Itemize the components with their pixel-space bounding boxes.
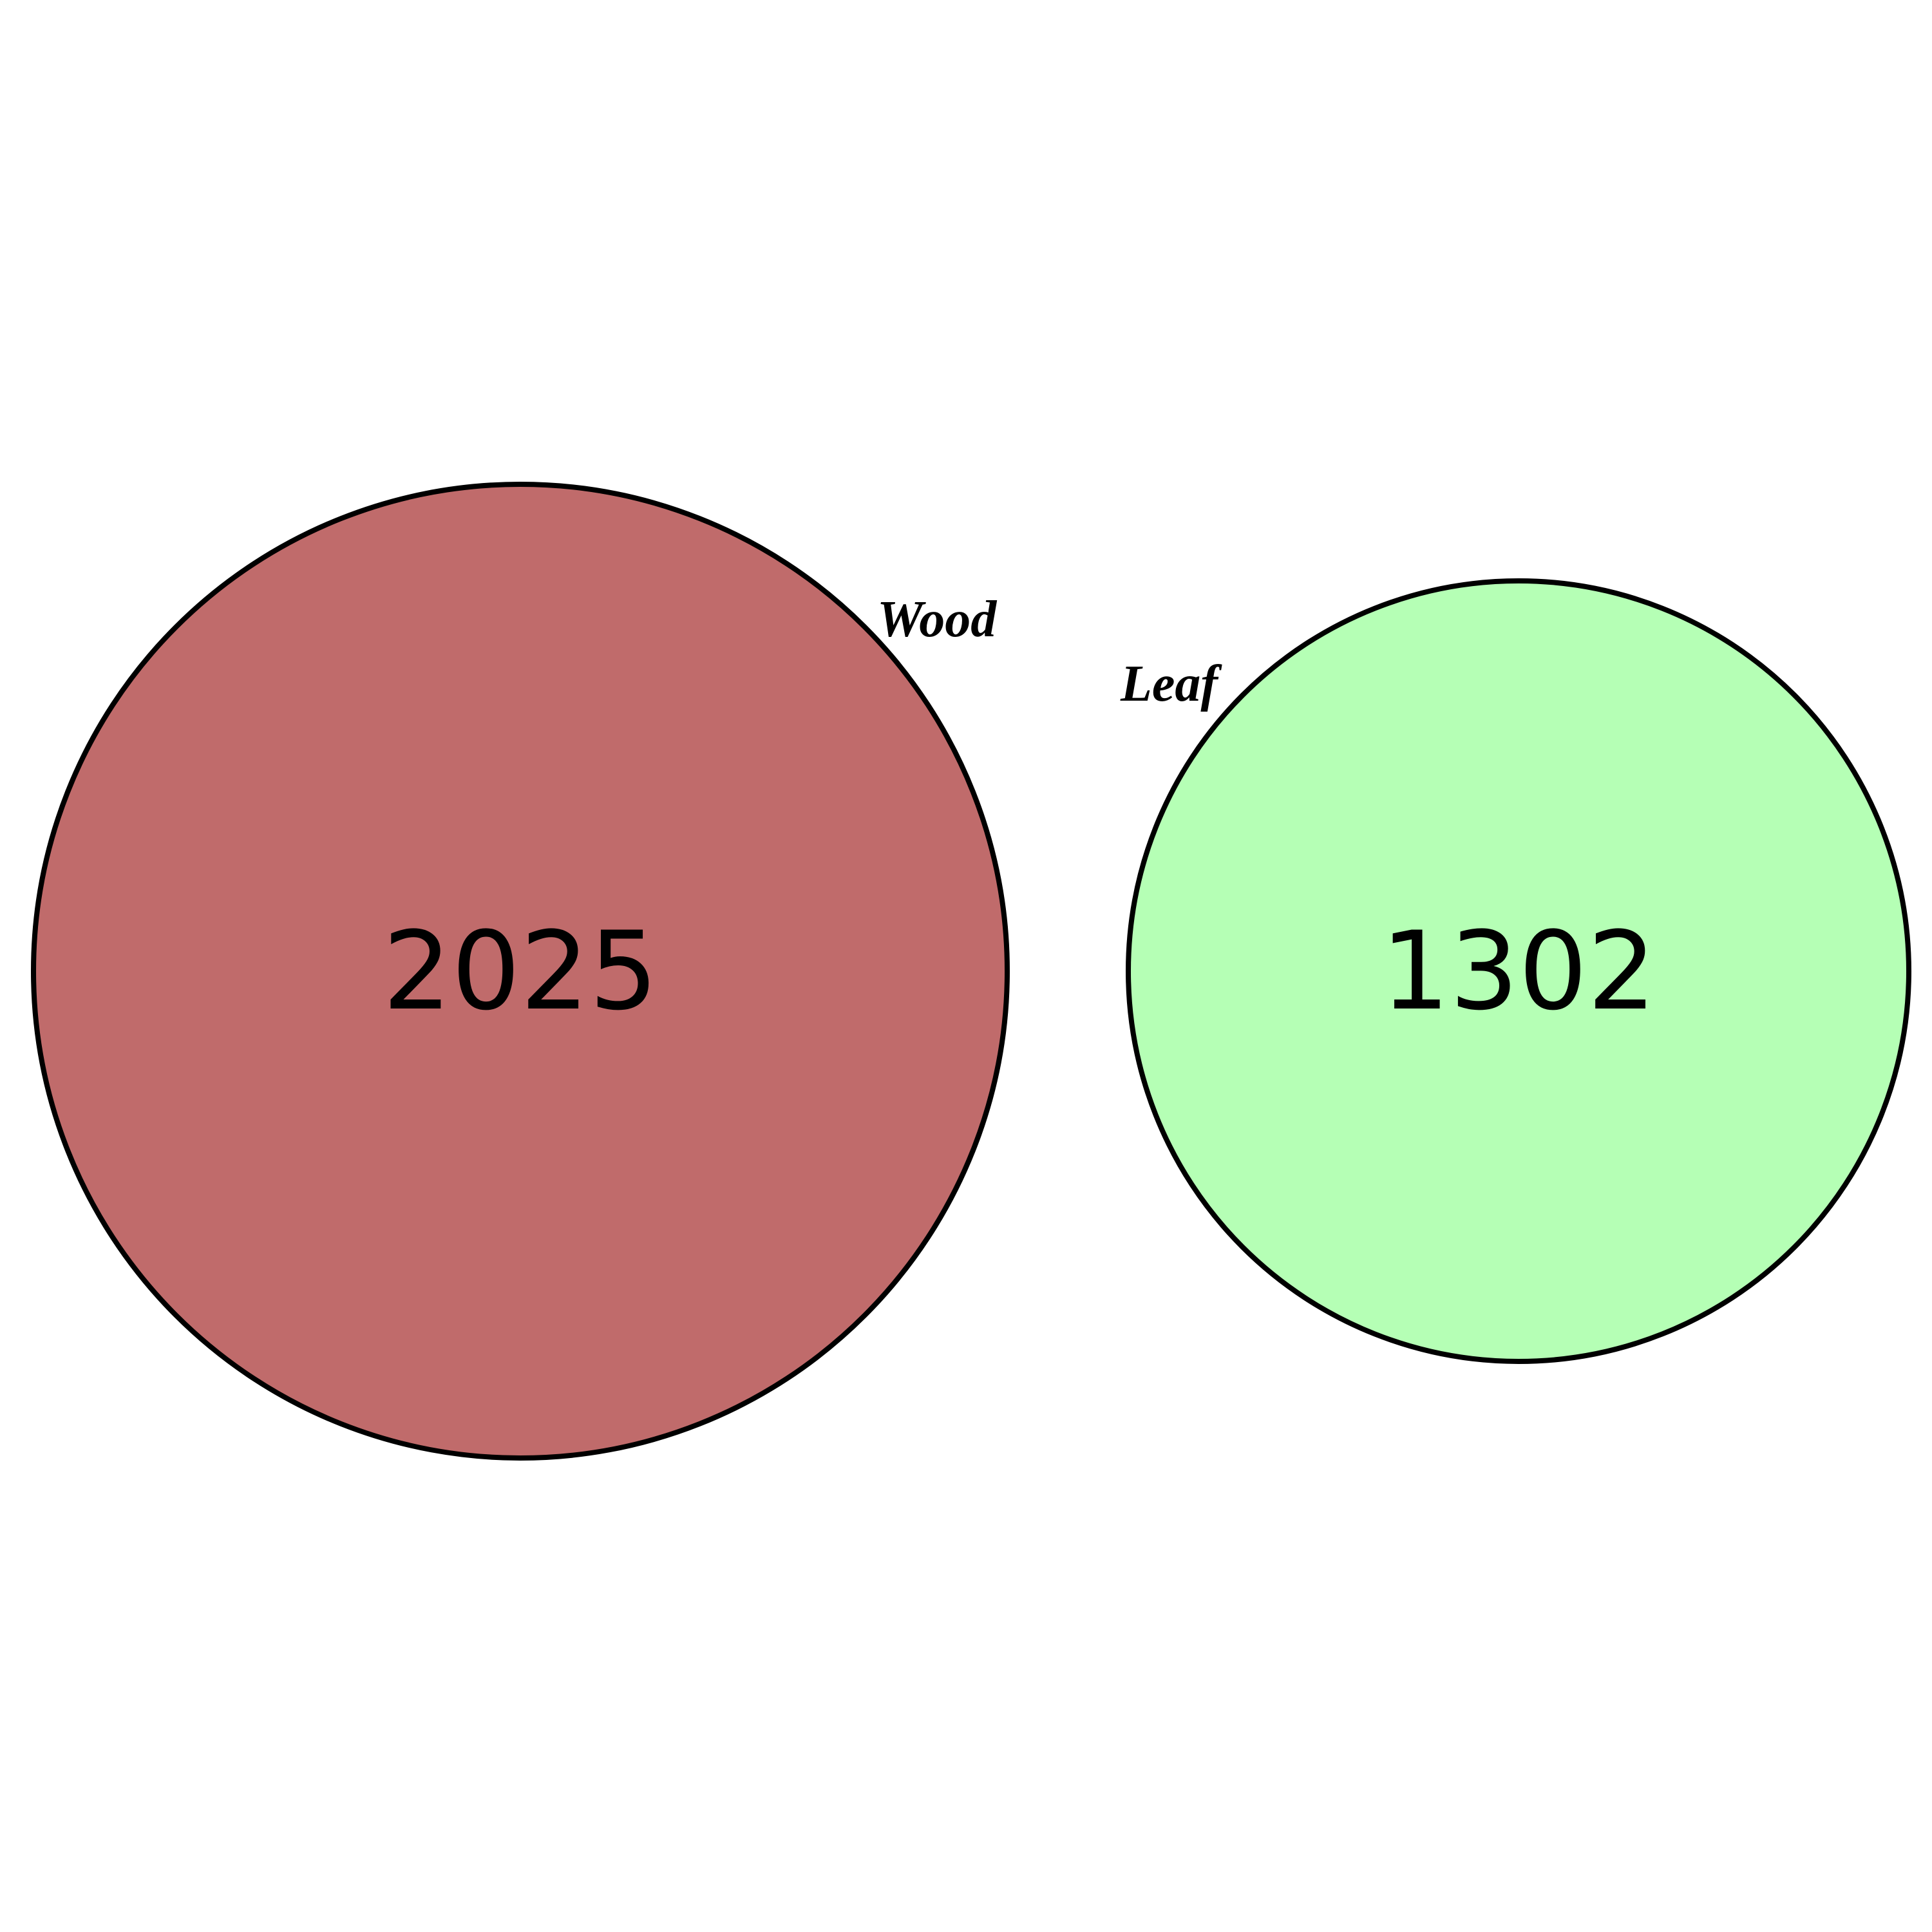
wood-only-count: 2025 [383,908,658,1034]
leaf-only-count: 1302 [1381,908,1656,1034]
leaf-set-label: Leaf [1120,656,1222,712]
wood-circle [31,482,1010,1461]
wood-set-label: Wood [877,591,997,648]
leaf-circle [1126,578,1911,1364]
